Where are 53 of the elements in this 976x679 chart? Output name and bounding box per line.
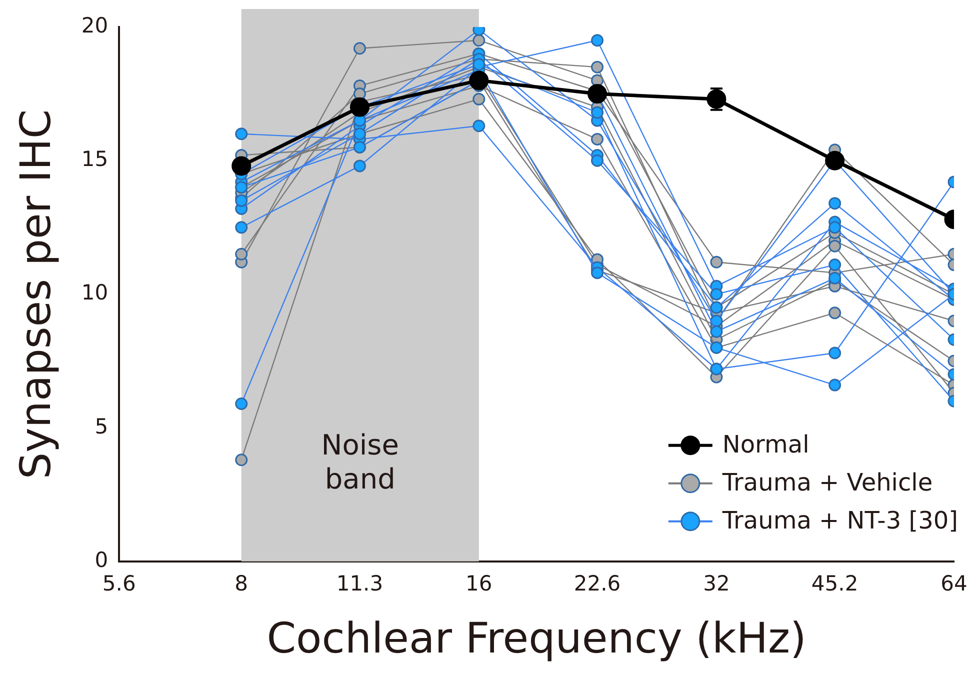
point	[828, 197, 842, 210]
point	[828, 378, 842, 392]
point	[472, 34, 486, 47]
point	[472, 92, 486, 106]
point	[828, 306, 842, 320]
point	[591, 34, 604, 47]
point	[591, 132, 604, 146]
legend-label: Normal	[722, 430, 810, 459]
point	[710, 288, 723, 300]
point	[353, 160, 366, 172]
point	[828, 272, 842, 284]
point	[235, 398, 248, 410]
x-tick-label: 5.6	[102, 571, 136, 596]
point	[353, 42, 366, 55]
point	[828, 221, 842, 234]
point	[235, 454, 248, 466]
y-tick-label: 10	[81, 280, 108, 305]
point	[591, 106, 604, 119]
y-tick-label: 5	[94, 414, 108, 438]
legend-label: Trauma + NT-3 [30]	[721, 506, 958, 535]
point	[828, 240, 842, 252]
point	[591, 60, 604, 74]
point	[591, 266, 604, 280]
x-tick-label: 22.6	[574, 571, 621, 596]
point	[469, 70, 489, 90]
point	[235, 128, 248, 140]
legend-label: Trauma + Vehicle	[721, 468, 933, 497]
y-tick-label: 20	[81, 13, 108, 38]
point	[235, 194, 248, 207]
band-label: Noise band	[321, 428, 399, 496]
y-axis-title: Synapses per IHC	[11, 109, 60, 480]
x-tick-label: 32	[703, 571, 730, 596]
x-tick-label: 8	[234, 571, 248, 596]
x-tick-label: 45.2	[811, 571, 858, 596]
point	[235, 221, 248, 234]
point	[828, 258, 842, 272]
point	[472, 58, 486, 71]
point	[235, 248, 248, 260]
point	[710, 256, 723, 268]
point	[710, 325, 723, 338]
point	[828, 346, 842, 360]
point	[232, 156, 252, 176]
point	[591, 154, 604, 167]
y-tick-label: 15	[81, 147, 108, 172]
x-tick-label: 16	[466, 571, 492, 596]
x-axis-title: Cochlear Frequency (kHz)	[266, 614, 806, 663]
point	[472, 120, 486, 132]
x-tick-label: 11.3	[336, 571, 384, 596]
point	[588, 84, 608, 104]
y-tick-label: 0	[94, 548, 108, 572]
point	[350, 97, 370, 117]
x-tick-label: 64	[940, 571, 968, 596]
point	[825, 150, 845, 170]
